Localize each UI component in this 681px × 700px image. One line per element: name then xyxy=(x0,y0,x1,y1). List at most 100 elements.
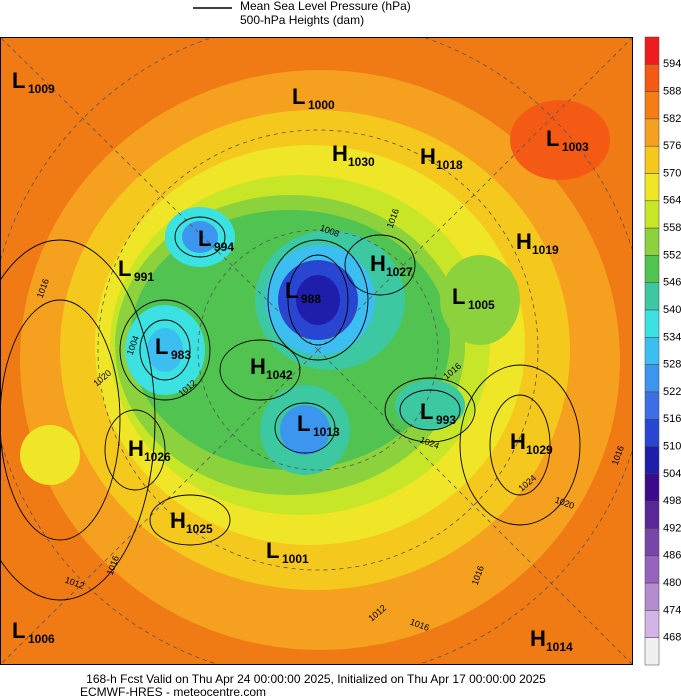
colorbar-label: 534 xyxy=(663,331,681,343)
latitude-circles xyxy=(0,37,633,665)
center-letter: L xyxy=(420,399,433,424)
colorbar-segment xyxy=(644,255,660,283)
center-value: 1005 xyxy=(468,298,495,312)
colorbar-segment xyxy=(644,555,660,584)
colorbar-label: 492 xyxy=(663,522,681,534)
colorbar-segment xyxy=(644,282,660,311)
center-value: 1003 xyxy=(562,140,589,154)
height-field xyxy=(395,380,465,430)
center-value: 1009 xyxy=(28,82,55,96)
colorbar-segment xyxy=(644,200,660,229)
colorbar-segment xyxy=(644,64,660,92)
center-value: 991 xyxy=(134,270,154,284)
center-value: 988 xyxy=(301,292,321,306)
center-value: 1026 xyxy=(144,450,171,464)
colorbar-label: 474 xyxy=(663,604,681,616)
center-letter: L xyxy=(198,226,211,251)
center-value: 1018 xyxy=(436,158,463,172)
center-letter: L xyxy=(297,411,310,436)
height-field xyxy=(182,221,218,253)
colorbar-segment xyxy=(644,364,660,393)
center-value: 1000 xyxy=(308,98,335,112)
height-field xyxy=(440,255,520,345)
isobars xyxy=(0,216,581,601)
colorbar-segment xyxy=(644,391,660,420)
center-letter: L xyxy=(292,84,305,109)
height-field xyxy=(296,275,340,325)
map-frame xyxy=(0,37,633,665)
colorbar-segment xyxy=(644,145,660,174)
colorbar-label: 546 xyxy=(663,277,681,289)
footer-source: ECMWF-HRES - meteocentre.com xyxy=(80,685,266,699)
colorbar-label: 528 xyxy=(663,359,681,371)
center-value: 1027 xyxy=(386,265,413,279)
height-field xyxy=(280,405,330,455)
colorbar-label: 516 xyxy=(663,413,681,425)
colorbar-label: 552 xyxy=(663,249,681,261)
colorbar-segment xyxy=(644,118,660,147)
center-letter: H xyxy=(510,429,526,454)
colorbar-label: 576 xyxy=(663,140,681,152)
center-letter: H xyxy=(420,144,436,169)
colorbar-segment xyxy=(644,473,660,502)
center-value: 1019 xyxy=(532,243,559,257)
center-value: 1030 xyxy=(348,155,375,169)
colorbar-segment xyxy=(644,227,660,256)
colorbar-label: 594 xyxy=(663,58,681,70)
height-field xyxy=(510,100,610,180)
mslp-label: Mean Sea Level Pressure (hPa) xyxy=(240,0,411,13)
center-letter: H xyxy=(516,229,532,254)
center-letter: L xyxy=(285,278,298,303)
colorbar-label: 558 xyxy=(663,222,681,234)
center-letter: H xyxy=(250,354,266,379)
center-letter: H xyxy=(370,251,386,276)
colorbar-segment xyxy=(644,500,660,529)
center-value: 993 xyxy=(436,413,456,427)
center-letter: L xyxy=(12,618,25,643)
colorbar-segment xyxy=(644,36,660,65)
map xyxy=(0,37,633,665)
center-value: 1013 xyxy=(313,425,340,439)
colorbar-segment xyxy=(644,582,660,611)
colorbar-segment xyxy=(644,309,660,338)
colorbar-segment xyxy=(644,610,660,638)
height-field xyxy=(20,425,80,485)
colorbar-label: 480 xyxy=(663,577,681,589)
colorbar-segment xyxy=(644,337,660,365)
colorbar-segment xyxy=(644,173,660,202)
center-letter: H xyxy=(332,141,348,166)
center-letter: L xyxy=(266,538,279,563)
colorbar-segment xyxy=(644,446,660,475)
center-letter: L xyxy=(118,256,131,281)
center-value: 1006 xyxy=(28,632,55,646)
center-letter: L xyxy=(452,284,465,309)
footer-valid: 168-h Fcst Valid on Thu Apr 24 00:00:00 … xyxy=(86,672,546,686)
center-letter: L xyxy=(12,68,25,93)
colorbar-label: 588 xyxy=(663,86,681,98)
center-value: 983 xyxy=(171,348,191,362)
colorbar-segment xyxy=(644,637,660,666)
colorbar-label: 564 xyxy=(663,195,681,207)
center-value: 1042 xyxy=(266,368,293,382)
colorbar-label: 498 xyxy=(663,495,681,507)
center-value: 994 xyxy=(214,240,234,254)
colorbar-label: 504 xyxy=(663,468,681,480)
center-letter: H xyxy=(170,508,186,533)
height-field xyxy=(147,328,183,372)
colorbar-segment xyxy=(644,528,660,557)
colorbar: 594 588 582 576 570 564 558 552 546 540 534 528 522 5… xyxy=(644,36,681,666)
colorbar-label: 582 xyxy=(663,113,681,125)
header: Mean Sea Level Pressure (hPa) 500-hPa He… xyxy=(193,0,411,27)
colorbar-segment xyxy=(644,419,660,447)
center-letter: H xyxy=(530,626,546,651)
center-letter: H xyxy=(128,436,144,461)
colorbar-label: 468 xyxy=(663,632,681,644)
center-value: 1029 xyxy=(526,443,553,457)
colorbar-label: 510 xyxy=(663,440,681,452)
center-value: 1014 xyxy=(546,640,573,654)
center-letter: L xyxy=(546,126,559,151)
colorbar-segment xyxy=(644,91,660,120)
